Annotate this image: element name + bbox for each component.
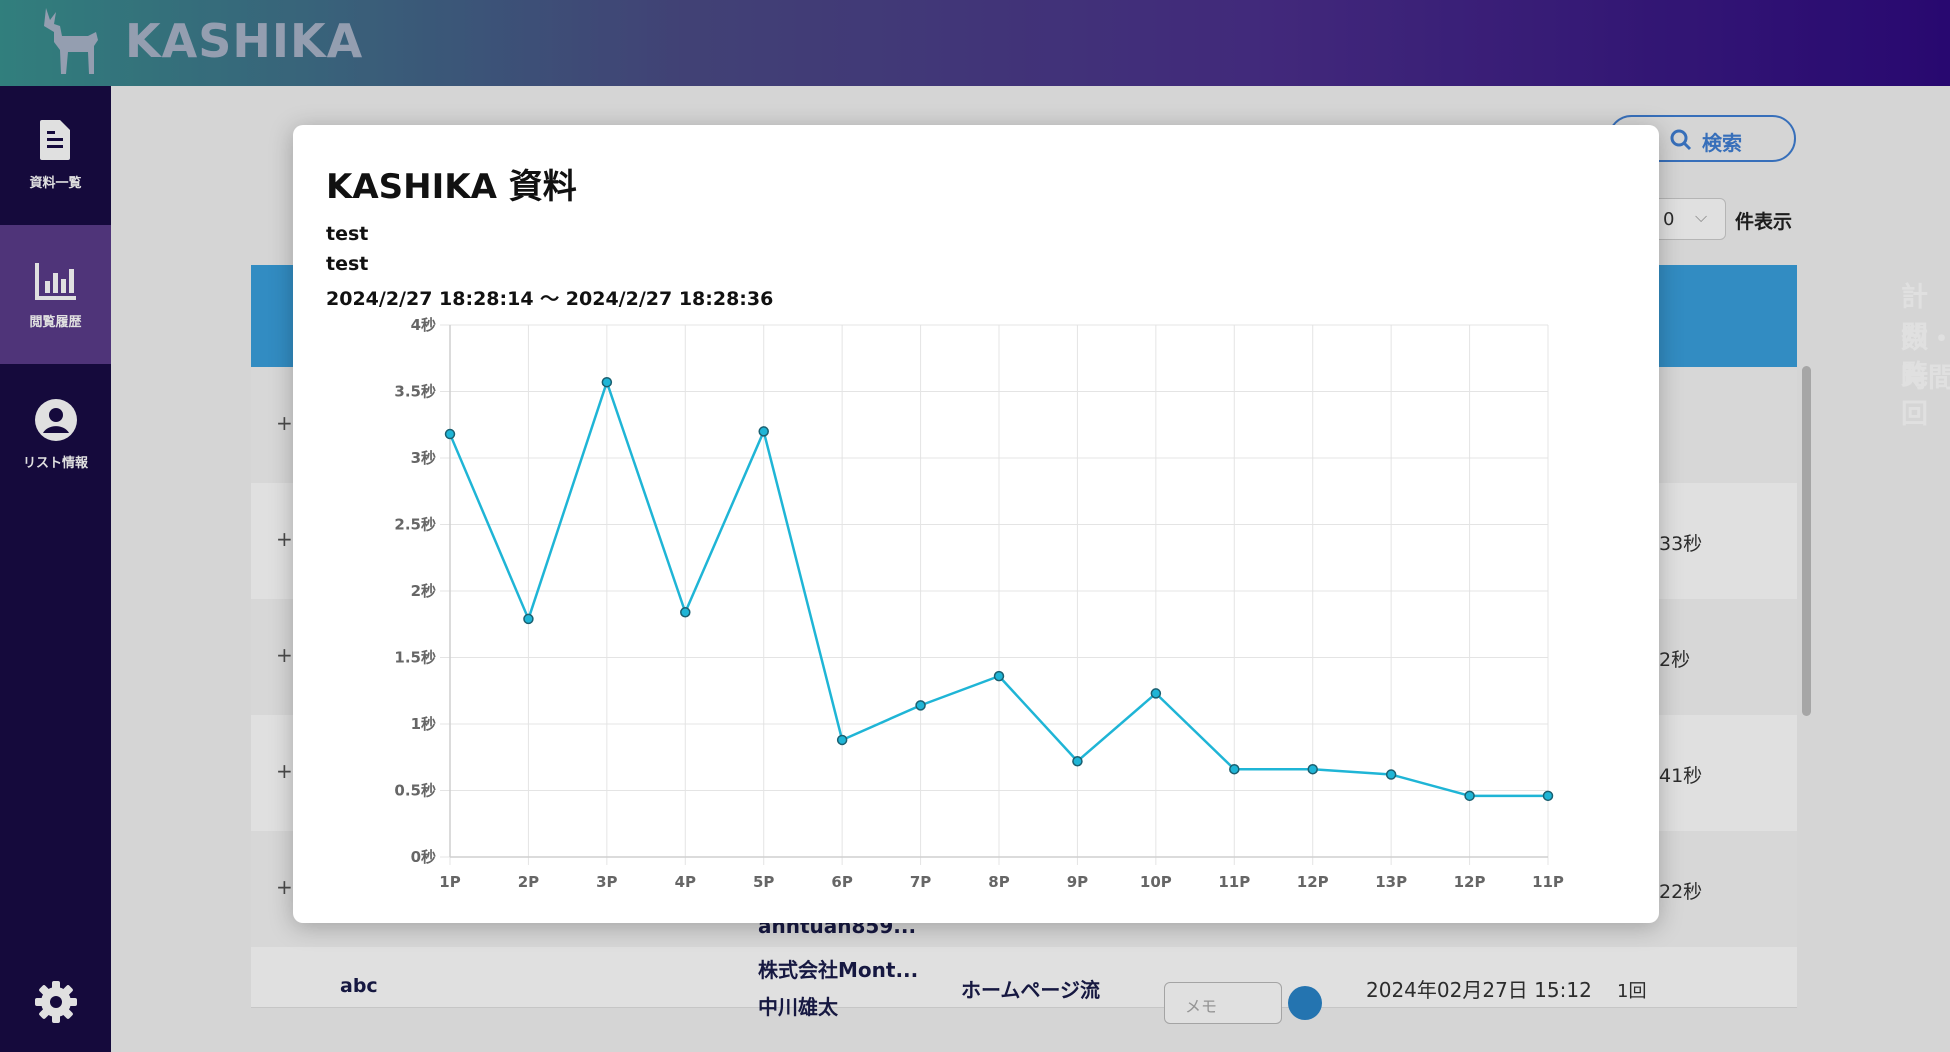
row-view-time: 33秒 [1659,533,1703,555]
y-tick-label: 0.5秒 [394,782,436,800]
row-source: ホームページ流 [961,978,1100,1002]
data-point [1072,755,1083,767]
data-point [444,428,456,440]
row-company: 株式会社Mont... [758,958,919,982]
x-tick-label: 5P [753,873,774,891]
memo-placeholder: メモ [1185,997,1218,1016]
sidebar-item-label: 閲覧履歴 [29,315,82,330]
modal-date-range: 2024/2/27 18:28:14 〜 2024/2/27 18:28:36 [326,288,774,310]
app-header: KASHIKA [0,0,1950,86]
data-point [836,734,848,746]
y-tick-label: 3.5秒 [394,383,436,401]
x-tick-label: 11P [1218,873,1250,891]
x-tick-label: 6P [831,873,852,891]
memo-save-button[interactable] [1288,986,1322,1020]
user-icon [34,399,77,441]
chevron-down-icon: ⌵ [1695,207,1708,226]
view-time-line-chart: 0秒 0.5秒 1秒 1.5秒 2秒 2.5秒 3秒 3.5秒 4秒 1P 2P 3P 4P 5P 6P 7P… [394,316,1564,891]
x-tick-label: 13P [1375,873,1407,891]
data-point [1464,790,1475,802]
search-icon [1670,129,1692,151]
x-tick-label: 3P [596,873,617,891]
data-point [1542,790,1554,802]
x-tick-label: 8P [988,873,1009,891]
data-point [680,607,691,618]
modal-subtitle-1: test [326,223,369,245]
data-point [1385,769,1397,780]
sidebar-item-documents[interactable]: 資料一覧 [0,86,111,225]
expand-icon[interactable]: + [276,643,293,667]
x-tick-label: 12P [1454,873,1486,891]
chart-modal: KASHIKA 資料 test test 2024/2/27 18:28:14 … [293,125,1659,923]
row-datetime: 2024年02月27日 15:12 [1366,978,1592,1002]
x-tick-label: 11P [1532,873,1564,891]
document-icon [39,120,70,160]
per-page-value: 0 [1663,209,1675,230]
sidebar: 資料一覧 閲覧履歴 リスト情報 [0,86,111,1052]
data-point [993,670,1005,682]
data-point [523,613,534,625]
row-person: 中川雄太 [758,995,838,1019]
modal-title: KASHIKA 資料 [326,167,577,207]
sidebar-item-label: 資料一覧 [29,176,82,191]
row-name: abc [340,975,378,997]
y-tick-label: 2.5秒 [394,516,436,534]
y-tick-label: 2秒 [411,582,436,600]
expand-icon[interactable]: + [276,875,293,899]
data-point [1150,688,1162,699]
y-tick-label: 3秒 [411,449,436,467]
sidebar-item-label: リスト情報 [22,456,88,471]
row-count: 1回 [1617,981,1647,1002]
x-tick-label: 10P [1140,873,1172,891]
data-point [1229,763,1240,775]
bar-chart-icon [34,263,76,300]
data-point [915,700,926,711]
modal-subtitle-2: test [326,253,369,275]
app-logo-text[interactable]: KASHIKA [125,14,364,68]
data-point [758,426,769,437]
sidebar-item-list-info[interactable]: リスト情報 [0,364,111,503]
x-tick-label: 12P [1297,873,1329,891]
search-button-label: 検索 [1702,131,1742,155]
column-header-total: 計閲覧回 [1901,282,1928,430]
sidebar-item-history[interactable]: 閲覧履歴 [0,225,111,364]
y-tick-label: 1.5秒 [394,649,436,667]
expand-icon[interactable]: + [276,411,293,435]
table-scrollbar[interactable] [1802,366,1811,716]
y-tick-label: 1秒 [411,715,436,733]
y-tick-label: 4秒 [411,316,436,334]
x-tick-label: 7P [910,873,931,891]
x-tick-label: 2P [518,873,539,891]
deer-logo-icon [44,8,98,74]
per-page-label: 件表示 [1735,211,1793,233]
row-view-time: 41秒 [1659,765,1703,787]
table-row[interactable] [251,947,1797,1008]
x-tick-label: 4P [675,873,696,891]
row-view-time: 2秒 [1659,649,1691,671]
x-tick-label: 1P [439,873,460,891]
expand-icon[interactable]: + [276,759,293,783]
expand-icon[interactable]: + [276,527,293,551]
data-point [601,376,613,388]
gear-icon[interactable] [34,980,78,1024]
x-tick-label: 9P [1067,873,1088,891]
column-header-total-2: 数・時間 [1901,324,1950,394]
row-view-time: 22秒 [1659,881,1703,903]
memo-input[interactable]: メモ [1164,982,1282,1024]
data-point [1307,763,1318,775]
y-tick-label: 0秒 [411,848,436,866]
